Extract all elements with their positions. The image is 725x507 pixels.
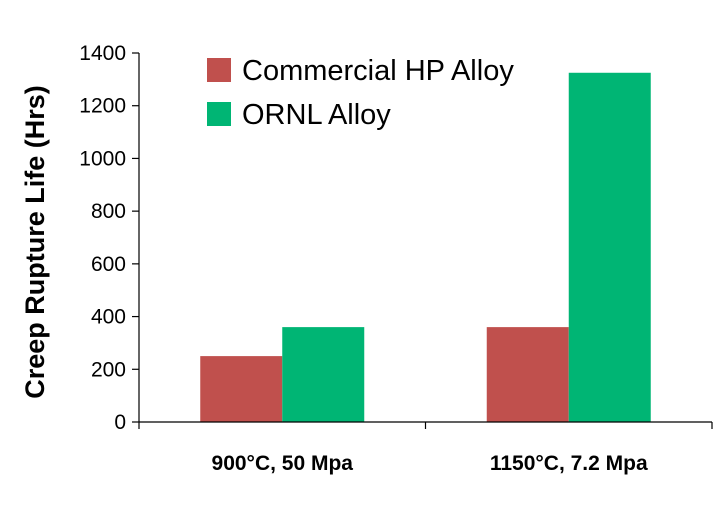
- y-axis-ticks: 0 200 400 600 800 1000 1200 1400: [79, 42, 139, 434]
- x-axis-categories: 900°C, 50 Mpa 1150°C, 7.2 Mpa: [212, 452, 648, 475]
- y-tick-label: 1000: [79, 147, 126, 170]
- x-category-label: 900°C, 50 Mpa: [212, 452, 354, 475]
- x-category-label: 1150°C, 7.2 Mpa: [490, 452, 648, 475]
- y-axis-label: Creep Rupture Life (Hrs): [20, 85, 50, 399]
- legend-swatch: [207, 102, 231, 126]
- bar: [486, 327, 569, 422]
- bars: [200, 72, 651, 423]
- y-tick-label: 1200: [79, 95, 126, 118]
- legend-swatch: [207, 58, 231, 82]
- y-tick-label: 0: [114, 411, 126, 434]
- bar: [200, 356, 283, 422]
- y-tick-label: 600: [91, 253, 126, 276]
- bar: [568, 72, 651, 423]
- y-tick-label: 1400: [79, 42, 126, 65]
- y-tick-label: 800: [91, 200, 126, 223]
- y-tick-label: 400: [91, 306, 126, 329]
- legend-label: Commercial HP Alloy: [242, 55, 514, 87]
- legend-label: ORNL Alloy: [242, 99, 391, 131]
- y-tick-label: 200: [91, 358, 126, 381]
- axes: [138, 53, 713, 429]
- legend: Commercial HP Alloy ORNL Alloy: [207, 55, 514, 131]
- bar: [282, 327, 365, 422]
